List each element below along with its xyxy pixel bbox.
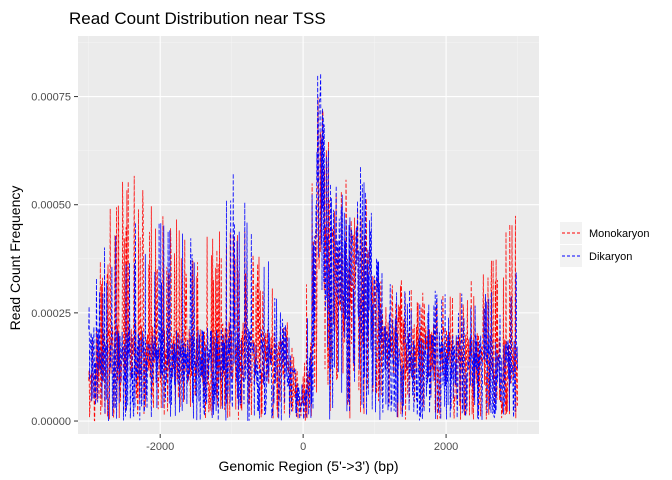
legend-key-dikaryon <box>560 245 582 267</box>
legend-label-monokaryon: Monokaryon <box>589 228 650 240</box>
y-axis-title: Read Count Frequency <box>7 186 23 331</box>
y-tick-label: 0.00050 <box>31 200 71 212</box>
series-line-dikaryon <box>88 73 518 422</box>
legend-key-monokaryon <box>560 222 582 244</box>
x-axis: -2000 0 2000 <box>146 434 458 453</box>
minor-grid <box>78 36 539 434</box>
legend: Monokaryon Dikaryon <box>560 222 650 267</box>
series-layer <box>88 73 518 422</box>
x-tick-label: 2000 <box>434 441 458 453</box>
x-tick-label: -2000 <box>146 441 174 453</box>
y-tick-label: 0.00025 <box>31 308 71 320</box>
chart-title: Read Count Distribution near TSS <box>69 9 326 28</box>
y-axis: 0.00000 0.00025 0.00050 0.00075 <box>31 92 78 428</box>
legend-label-dikaryon: Dikaryon <box>589 251 632 263</box>
x-tick-label: 0 <box>300 441 306 453</box>
x-axis-title: Genomic Region (5'->3') (bp) <box>218 458 398 474</box>
y-tick-label: 0.00000 <box>31 416 71 428</box>
y-tick-label: 0.00075 <box>31 92 71 104</box>
